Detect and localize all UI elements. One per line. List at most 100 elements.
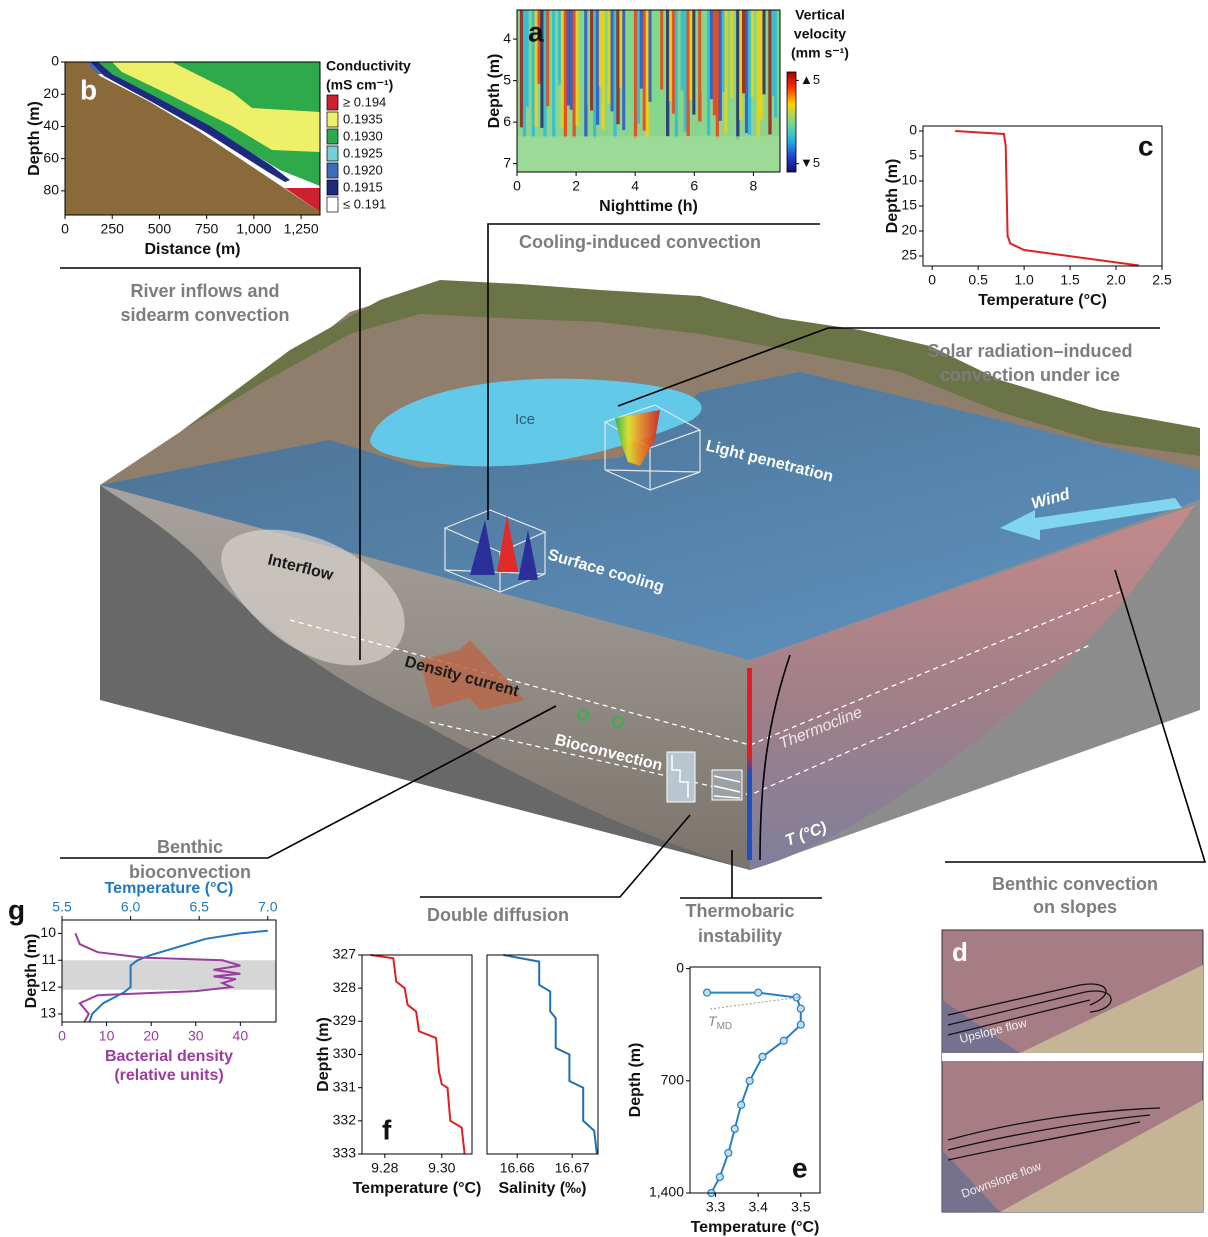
heatmap-cell (590, 10, 594, 111)
y-tick-label: 0 (909, 122, 917, 138)
ice (370, 378, 702, 467)
x-tick-label: 0 (61, 221, 69, 237)
heatmap-cell (537, 10, 541, 84)
x-tick-label: 40 (233, 1028, 249, 1044)
light-rays (615, 410, 660, 466)
x2-axis-label: Temperature (°C) (105, 880, 234, 897)
cooling-plume (518, 530, 538, 580)
connector (617, 327, 1160, 407)
heatmap-cell (619, 10, 623, 88)
heatmap-cell (683, 10, 687, 132)
y-tick-label: 20 (43, 85, 59, 101)
x-tick-label: 750 (195, 221, 219, 237)
process-label: Cooling-induced convection (519, 232, 761, 252)
y-tick-label: 40 (43, 117, 59, 133)
connector (60, 705, 557, 859)
chart-panel: 0 250 500 750 1,000 1,250 0 20 40 60 80 Distance (m… (26, 53, 411, 259)
heatmap-cell (630, 10, 635, 113)
heatmap-cell (759, 10, 763, 120)
heatmap-cell (616, 10, 620, 125)
heatmap-cell (560, 10, 565, 129)
y-tick-label: 80 (43, 182, 59, 198)
heatmap-cell (747, 10, 752, 135)
contour-region (86, 62, 102, 74)
x-axis-label: Temperature (°C) (978, 292, 1107, 309)
chart-panel: ▲5 ▼5 Vertical velocity (mm s⁻¹) 0 2 4 6 8 4 5 6 7 Nig… (486, 7, 849, 216)
plot-background (487, 955, 598, 1154)
panel-d: d Upslope flow Downslope flow (941, 929, 1204, 1213)
y-tick-label: 10 (40, 924, 56, 940)
colorbar-title: Vertical (795, 7, 845, 23)
heatmap-cell (727, 10, 731, 136)
heatmap-cell (563, 10, 568, 138)
x2-tick-label: 6.5 (189, 899, 209, 915)
annotation: TMD (708, 1013, 732, 1032)
profile-marker (796, 1004, 805, 1013)
chart-panel: 9.28 9.30 327 328 329 330 331 332 333 Temperature… (315, 946, 481, 1198)
contour-region (112, 62, 320, 152)
cooling-plume (497, 515, 518, 572)
x-axis-label: Temperature (°C) (353, 1180, 482, 1197)
y-tick-label: 327 (333, 946, 357, 962)
heatmap-cell (733, 10, 737, 117)
x-axis-label: Salinity (‰) (498, 1180, 586, 1197)
lake-block (100, 280, 1200, 870)
y-tick-label: 20 (901, 222, 917, 238)
heatmap-cell (522, 10, 527, 139)
heatmap-cell (534, 10, 538, 127)
y-tick-label: 15 (901, 197, 917, 213)
heatmap-cell (718, 10, 722, 121)
profile-marker (792, 993, 801, 1002)
x-tick-label: 1,000 (236, 221, 271, 237)
slope (1000, 1100, 1203, 1212)
x-tick-label: 3.4 (748, 1199, 768, 1215)
right-lake (750, 505, 1195, 870)
x-tick-label: 500 (148, 221, 172, 237)
profile-marker (758, 1052, 767, 1061)
heatmap-cell (777, 10, 781, 140)
heatmap-cell (633, 10, 638, 140)
temperature-bar (747, 668, 752, 860)
profile-marker (724, 1148, 733, 1158)
contour-shapes (65, 62, 320, 215)
process-label: Thermobaric (685, 901, 794, 921)
profile-marker (715, 1172, 724, 1182)
heatmap-cell (712, 10, 717, 116)
separator (942, 1053, 1203, 1061)
x-tick-label: 0 (513, 178, 521, 194)
y-tick-label: 329 (333, 1012, 357, 1028)
x-tick-label: 16.66 (500, 1160, 535, 1176)
y-tick-label: 10 (901, 172, 917, 188)
y-tick-label: 333 (333, 1145, 357, 1161)
y-tick-label: 6 (503, 113, 511, 129)
heatmap-cell (730, 10, 734, 99)
y-tick-label: 11 (41, 951, 56, 967)
legend-swatch (326, 145, 339, 162)
y-axis-label: Depth (m) (486, 54, 503, 129)
colorbar-title: velocity (794, 26, 846, 42)
y-axis-label: Depth (m) (627, 1043, 644, 1118)
x-tick-label: 2.5 (1152, 272, 1172, 288)
legend-label: ≥ 0.194 (343, 94, 386, 109)
panel-label: f (382, 1114, 392, 1145)
heatmap-cell (660, 10, 664, 90)
heatmap-cell (674, 10, 679, 140)
process-label: Benthic (157, 837, 223, 857)
heatmap-cell (587, 10, 591, 105)
water-surface (100, 372, 1200, 660)
x-tick-label: 0 (928, 272, 936, 288)
heatmap-cell (543, 10, 547, 138)
process-label: on slopes (1033, 897, 1117, 917)
x-tick-label: 1.0 (1014, 272, 1034, 288)
profile-marker (796, 1020, 805, 1029)
annotation-line (709, 996, 803, 1010)
lake-water (942, 1150, 1000, 1212)
density-current-arrow (420, 640, 525, 710)
heatmap-cell (753, 10, 758, 117)
y-tick-label: 4 (503, 30, 511, 46)
heatmap-cell (756, 10, 760, 140)
x-tick-label: 20 (143, 1028, 159, 1044)
interflow-cloud (221, 529, 405, 666)
y-tick-label: 5 (909, 147, 917, 163)
